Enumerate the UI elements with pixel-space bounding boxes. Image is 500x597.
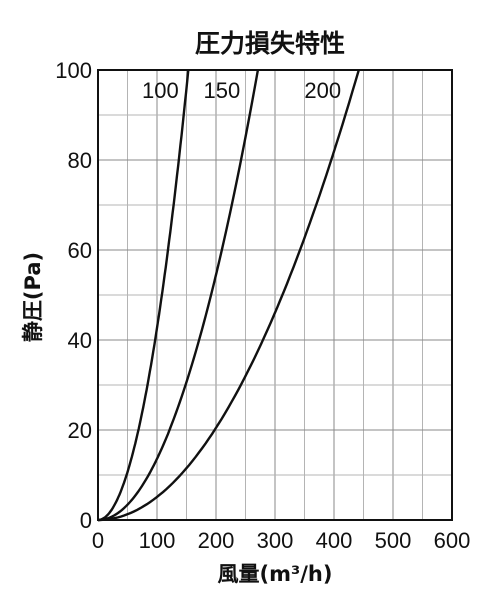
- series-label-100: 100: [142, 78, 179, 103]
- y-tick-label: 40: [68, 328, 92, 353]
- y-tick-label: 0: [80, 508, 92, 533]
- curve-200: [97, 69, 360, 522]
- series-label-150: 150: [204, 78, 241, 103]
- y-axis-label: 静圧(Pa): [21, 252, 45, 342]
- x-axis-label: 風量(m³/h): [218, 562, 333, 586]
- x-tick-label: 300: [257, 528, 294, 553]
- y-tick-label: 100: [55, 58, 92, 83]
- x-tick-label: 0: [92, 528, 104, 553]
- curve-100: [97, 69, 190, 522]
- x-tick-label: 600: [434, 528, 471, 553]
- x-tick-label: 500: [375, 528, 412, 553]
- x-tick-label: 200: [198, 528, 235, 553]
- curve-150: [97, 69, 260, 522]
- x-tick-labels: 0 100 200 300 400 500 600: [92, 528, 470, 553]
- y-tick-labels: 0 20 40 60 80 100: [55, 58, 92, 533]
- y-tick-label: 20: [68, 418, 92, 443]
- series-label-200: 200: [304, 78, 341, 103]
- y-tick-label: 60: [68, 238, 92, 263]
- y-tick-label: 80: [68, 148, 92, 173]
- grid: [98, 70, 452, 520]
- curves: [97, 69, 360, 522]
- series-labels: 100 150 200: [142, 78, 341, 103]
- chart-title: 圧力損失特性: [195, 29, 345, 58]
- x-tick-label: 100: [139, 528, 176, 553]
- plot-frame: [97, 69, 453, 521]
- x-tick-label: 400: [316, 528, 353, 553]
